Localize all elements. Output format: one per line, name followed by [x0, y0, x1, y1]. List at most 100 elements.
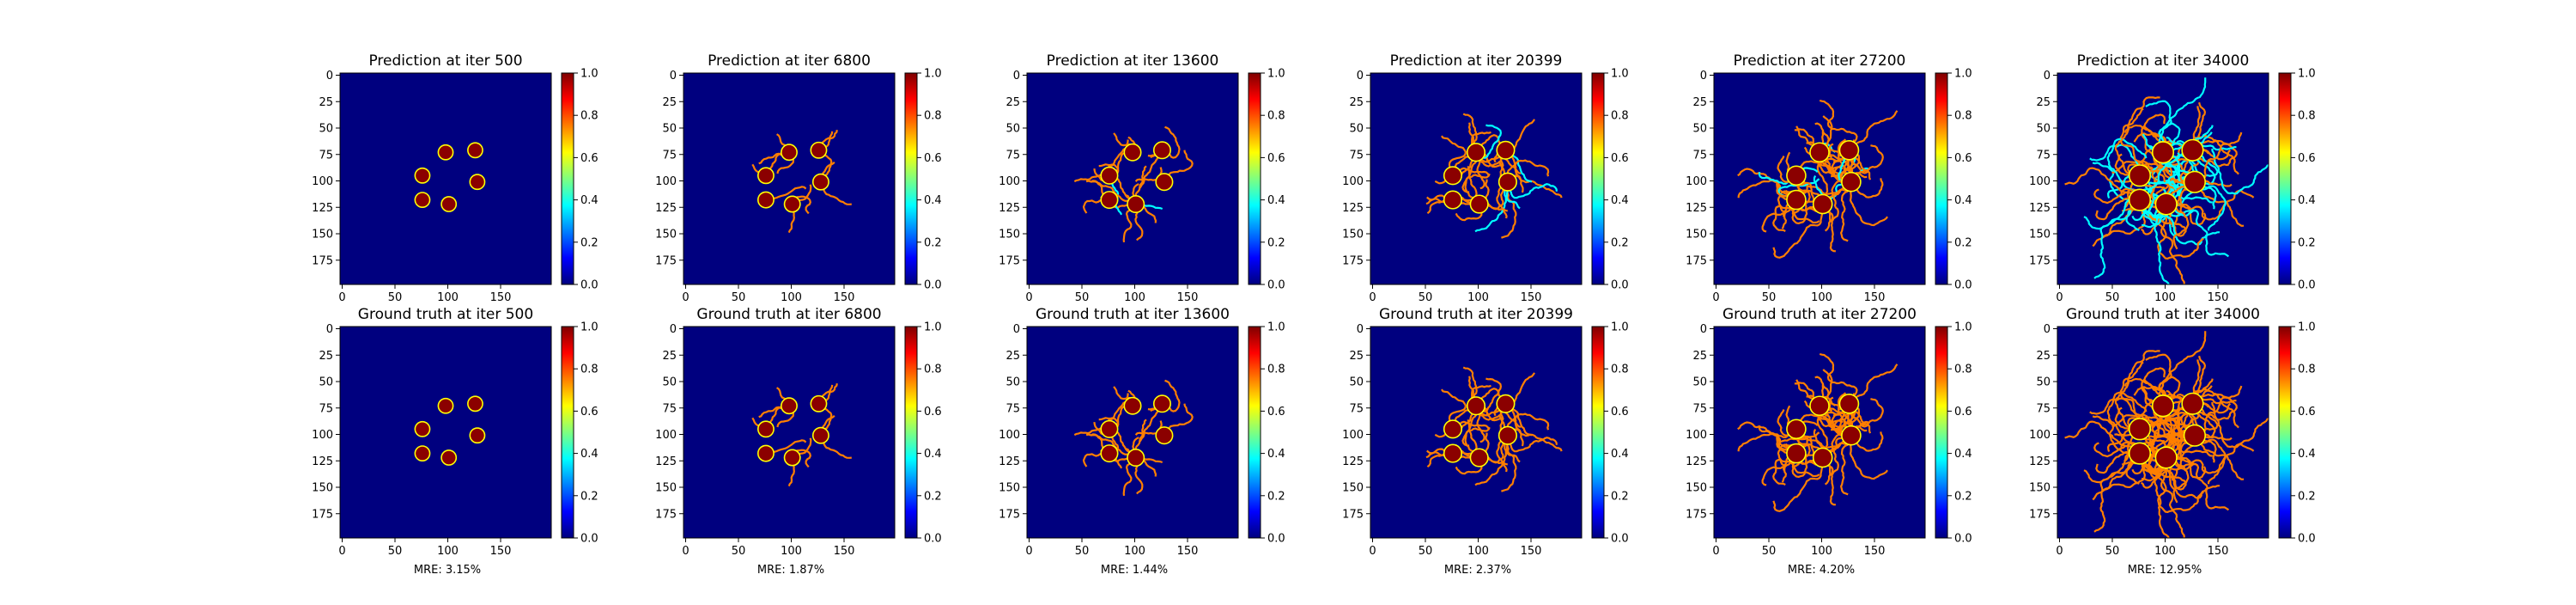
- x-tick-label: 0: [1025, 545, 1032, 558]
- branch-mark: [1506, 159, 1550, 183]
- y-tick-label: 175: [312, 254, 333, 267]
- y-tick-label: 100: [312, 429, 333, 442]
- colorbar-tick-label: 0.0: [924, 533, 942, 546]
- colorbar-tick-label: 0.4: [1611, 448, 1629, 461]
- branch-mark: [1848, 364, 1899, 405]
- blob-mark: [1100, 444, 1119, 463]
- colorbar-tick-label: 0.8: [1611, 364, 1629, 376]
- mre-label: MRE: 12.95%: [2128, 564, 2202, 577]
- blob-mark: [1786, 419, 1807, 440]
- colorbar-tick-label: 1.0: [2298, 321, 2316, 334]
- x-tick-label: 150: [1864, 545, 1886, 558]
- y-tick-label: 25: [2036, 96, 2050, 109]
- blob-mark: [440, 449, 458, 466]
- panel-ground_truth-34000: Ground truth at iter 34000 0 25 50 75 100 125 1…: [2029, 306, 2316, 577]
- branch-mark: [1772, 457, 1825, 512]
- y-tick-label: 125: [1686, 202, 1707, 215]
- blob-mark: [810, 141, 828, 159]
- blob-mark: [1841, 171, 1862, 192]
- branch-mark: [2145, 353, 2194, 404]
- y-tick-label: 0: [1357, 70, 1364, 82]
- blob-mark: [2181, 392, 2204, 415]
- colorbar-tick-label: 0.4: [1954, 448, 1972, 461]
- blob-mark: [1469, 448, 1489, 468]
- branch-mark: [2194, 131, 2243, 183]
- colorbar-tick-label: 0.8: [1267, 110, 1285, 123]
- axes-frame: [1026, 72, 1239, 285]
- colorbar-tick-label: 0.4: [924, 194, 942, 207]
- y-tick-label: 175: [312, 508, 333, 521]
- blob-mark: [1809, 395, 1830, 417]
- panel-ground_truth-6800: Ground truth at iter 6800 0 25 50 75 100 125 15…: [655, 306, 942, 577]
- blob-mark: [1123, 143, 1142, 162]
- blob-mark: [1152, 394, 1171, 413]
- y-tick-label: 125: [655, 455, 677, 468]
- y-tick-label: 150: [2029, 229, 2050, 241]
- colorbar-tick-label: 0.4: [2298, 194, 2316, 207]
- branch-mark: [1474, 181, 1509, 233]
- blob-mark: [1786, 165, 1807, 186]
- blob-mark: [1498, 172, 1517, 192]
- colorbar-tick-label: 1.0: [1954, 321, 1972, 334]
- y-tick-label: 25: [1692, 350, 1707, 363]
- colorbar-tick-label: 0.2: [2298, 236, 2316, 249]
- x-tick-label: 50: [388, 291, 403, 304]
- blob-mark: [1443, 190, 1463, 210]
- y-tick-label: 75: [2036, 402, 2050, 415]
- heatmap-background: [2057, 73, 2269, 284]
- y-tick-label: 150: [1686, 482, 1707, 495]
- heatmap-background: [1027, 327, 1238, 538]
- colorbar-tick-label: 0.6: [1954, 152, 1972, 165]
- panel-prediction-6800: Prediction at iter 6800 0 25 50 75 100 125 150 1…: [655, 52, 942, 304]
- y-tick-label: 125: [312, 202, 333, 215]
- colorbar-tick-label: 0.0: [2298, 279, 2316, 292]
- x-tick-label: 100: [781, 291, 802, 304]
- panel-ground_truth-20399: Ground truth at iter 20399 0 25 50 75 100 125 1…: [1342, 306, 1629, 577]
- panel-title: Prediction at iter 6800: [708, 52, 871, 70]
- mre-label: MRE: 1.87%: [757, 564, 824, 577]
- branch-mark: [2106, 391, 2148, 455]
- colorbar-tick-label: 0.4: [1267, 194, 1285, 207]
- x-tick-label: 100: [437, 291, 459, 304]
- blob-mark: [1786, 443, 1807, 464]
- blob-mark: [2154, 446, 2178, 469]
- y-tick-label: 0: [1357, 323, 1364, 336]
- y-tick-label: 25: [319, 350, 333, 363]
- branch-mark: [2093, 147, 2164, 205]
- colorbar: [1935, 72, 1948, 285]
- y-tick-label: 50: [319, 376, 333, 389]
- axes-frame: [1370, 72, 1583, 285]
- colorbar-tick-label: 0.0: [1611, 279, 1629, 292]
- y-tick-label: 25: [1005, 350, 1020, 363]
- colorbar-tick-label: 0.0: [580, 533, 598, 546]
- heatmap-background: [1370, 73, 1582, 284]
- axes-frame: [339, 72, 552, 285]
- colorbar-tick-label: 0.0: [2298, 533, 2316, 546]
- heatmap-background: [340, 73, 551, 284]
- colorbar: [1248, 72, 1261, 285]
- panel-title: Ground truth at iter 13600: [1036, 306, 1230, 323]
- y-tick-label: 0: [1013, 70, 1020, 82]
- colorbar-tick-label: 0.6: [2298, 152, 2316, 165]
- branch-mark: [2194, 385, 2243, 437]
- x-tick-label: 50: [1075, 291, 1090, 304]
- branch-mark: [2093, 450, 2140, 533]
- y-tick-label: 0: [326, 323, 333, 336]
- axes-frame: [2057, 326, 2269, 539]
- y-tick-label: 100: [1686, 175, 1707, 188]
- y-tick-label: 150: [1342, 482, 1364, 495]
- y-tick-label: 125: [2029, 455, 2050, 468]
- y-tick-label: 175: [655, 508, 677, 521]
- y-tick-label: 100: [2029, 175, 2050, 188]
- colorbar-tick-label: 0.6: [1611, 406, 1629, 419]
- y-tick-label: 0: [1700, 70, 1707, 82]
- y-tick-label: 150: [999, 482, 1020, 495]
- x-tick-label: 100: [1467, 291, 1489, 304]
- colorbar-tick-label: 0.8: [580, 364, 598, 376]
- y-tick-label: 150: [2029, 482, 2050, 495]
- x-tick-label: 0: [682, 545, 689, 558]
- colorbar-tick-label: 0.0: [1954, 279, 1972, 292]
- y-tick-label: 175: [999, 508, 1020, 521]
- y-tick-label: 150: [999, 229, 1020, 241]
